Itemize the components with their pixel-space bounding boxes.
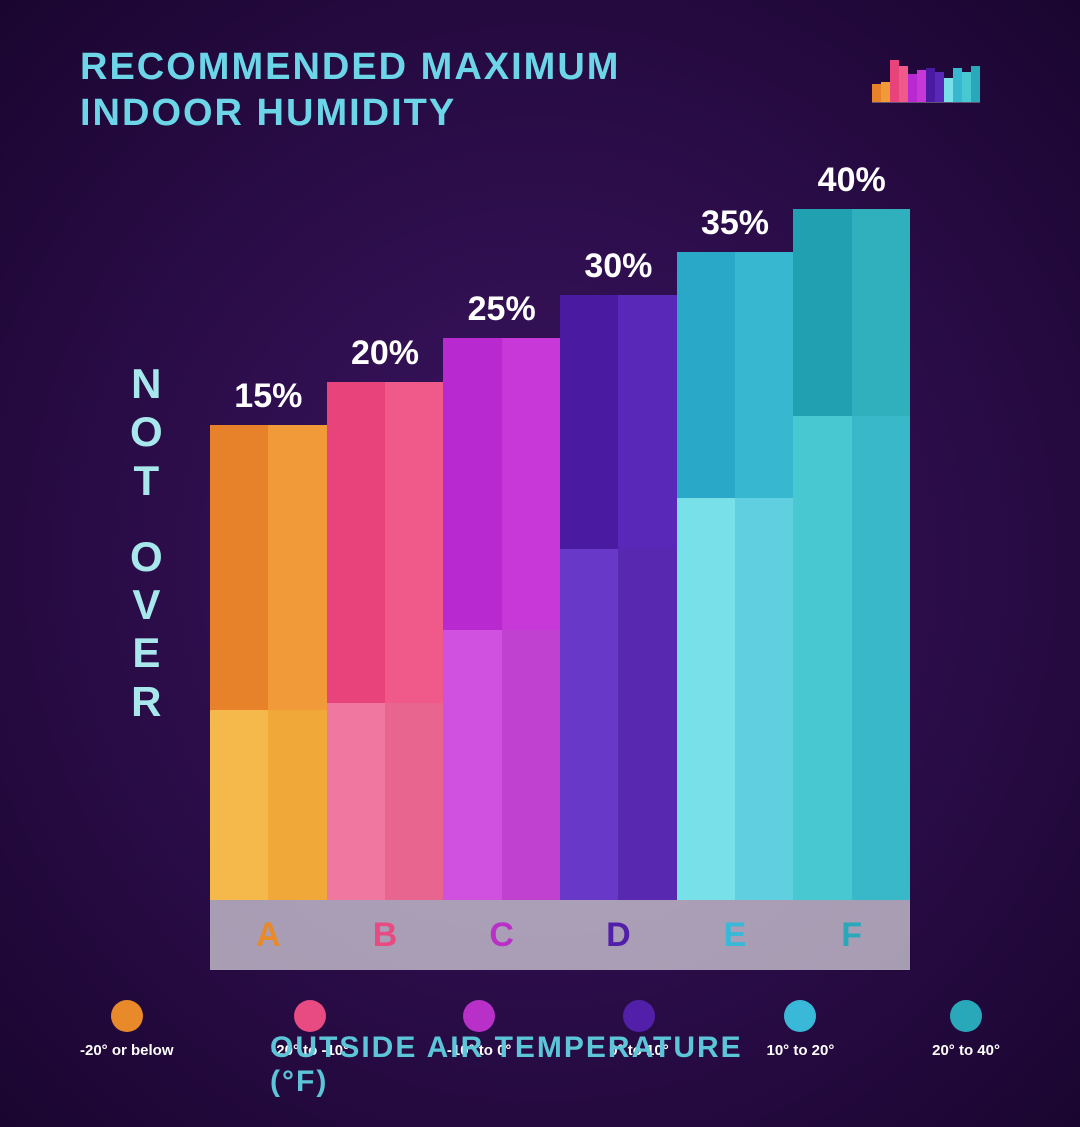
legend-dot [294, 1000, 326, 1032]
bar-group-f: 40% [793, 180, 910, 900]
category-letter: F [793, 900, 910, 970]
legend-item: 20° to 40° [932, 1000, 1000, 1059]
bar [210, 425, 327, 900]
category-letter: D [560, 900, 677, 970]
y-axis-label: NOTOVER [130, 360, 163, 726]
legend-dot [950, 1000, 982, 1032]
legend-dot [111, 1000, 143, 1032]
bar-group-b: 20% [327, 180, 444, 900]
legend-dot [463, 1000, 495, 1032]
bar-group-d: 30% [560, 180, 677, 900]
mini-bar [926, 68, 944, 102]
category-letter: C [443, 900, 560, 970]
category-strip: ABCDEF [210, 900, 910, 970]
bar-group-c: 25% [443, 180, 560, 900]
mini-chart [872, 60, 980, 103]
bar [443, 338, 560, 900]
mini-bar [890, 60, 908, 102]
bar [327, 382, 444, 900]
bar [677, 252, 794, 900]
bar-value-label: 30% [584, 247, 652, 286]
bar-container: 15% 20% 25% [210, 180, 910, 900]
legend-item: -20° or below [80, 1000, 174, 1059]
mini-bar [908, 70, 926, 102]
bar-value-label: 15% [234, 377, 302, 416]
bar [560, 295, 677, 900]
category-letter: A [210, 900, 327, 970]
mini-bar [962, 66, 980, 102]
bar-value-label: 25% [468, 290, 536, 329]
mini-bar [872, 82, 890, 102]
bar-group-a: 15% [210, 180, 327, 900]
category-letter: B [327, 900, 444, 970]
bar-value-label: 35% [701, 204, 769, 243]
legend-label: 20° to 40° [932, 1042, 1000, 1059]
bar-value-label: 20% [351, 334, 419, 373]
mini-bar [944, 68, 962, 102]
legend-dot [623, 1000, 655, 1032]
bar-group-e: 35% [677, 180, 794, 900]
category-letter: E [677, 900, 794, 970]
bar [793, 209, 910, 900]
legend-dot [784, 1000, 816, 1032]
chart-title: RECOMMENDED MAXIMUMINDOOR HUMIDITY [80, 45, 620, 136]
main-chart: 15% 20% 25% [210, 180, 910, 900]
x-axis-label: OUTSIDE AIR TEMPERATURE (°F) [270, 1031, 810, 1099]
legend-label: -20° or below [80, 1042, 174, 1059]
bar-value-label: 40% [818, 161, 886, 200]
